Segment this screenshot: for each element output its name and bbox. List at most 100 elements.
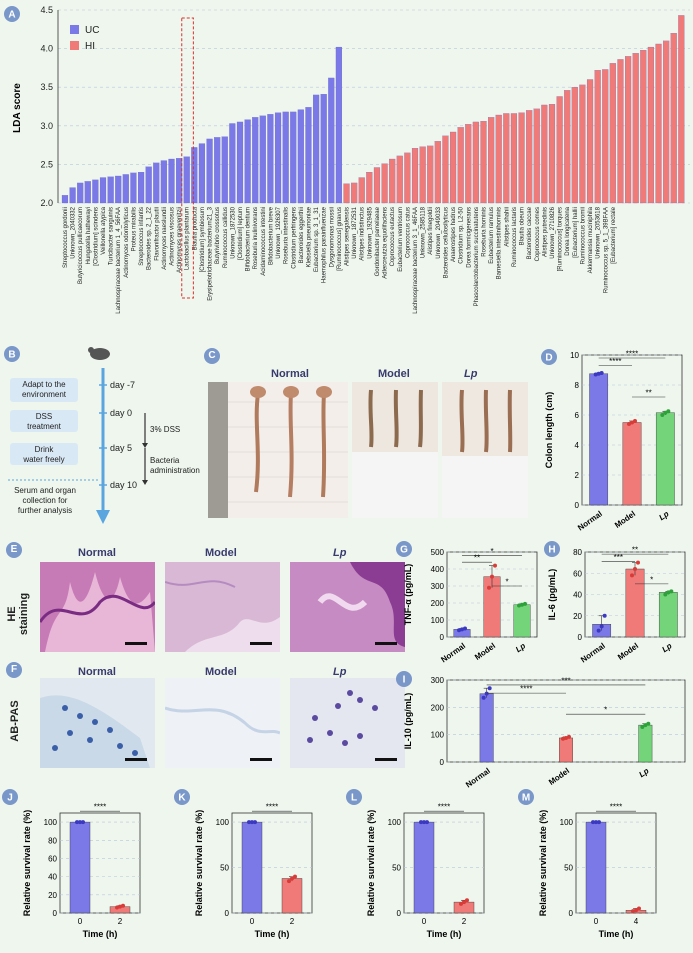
legend-swatch (70, 41, 79, 50)
panel-badge-circle (4, 6, 20, 22)
x-tick-label: Coprococcus comes (535, 207, 541, 261)
y-tick-label: 0 (440, 758, 445, 767)
pas-image-normal (40, 678, 155, 768)
bar (594, 70, 601, 204)
x-tick-label: Lachnospiraceae bacterium 1_4_56FAA (116, 207, 122, 314)
colon-photo-image (208, 382, 528, 518)
x-tick-label: Normal (576, 509, 604, 532)
collection-text: Serum and organ (14, 486, 76, 495)
x-tick-label: 2 (462, 917, 467, 926)
x-tick-label: Bifidobacterium breve (268, 206, 274, 265)
group-label-model: Model (378, 368, 410, 380)
x-tick-label: Alistipes indistinctus (360, 207, 366, 261)
data-point (567, 734, 571, 739)
bar (107, 176, 114, 204)
bar (221, 136, 228, 204)
bar (168, 158, 175, 204)
he-lp-title: Lp (333, 547, 347, 559)
bar (589, 373, 609, 506)
x-tick-label: Clostridium perfringens (291, 207, 297, 269)
x-tick-label: [Eubacterium] hallii (573, 207, 579, 258)
x-tick-label: Alistipes finegoldii (428, 207, 434, 255)
x-tick-label: Model (613, 509, 637, 530)
x-tick-label: Klebsiella pneumoniae (306, 206, 312, 267)
bar (564, 90, 571, 204)
timeline-arrowhead (96, 510, 110, 524)
data-point (599, 371, 604, 375)
data-point (637, 906, 641, 911)
colon-photos: C Normal Model Lp (204, 348, 531, 520)
data-point (646, 721, 651, 726)
bar (647, 46, 654, 204)
lda-score-chart: A 2.0 2.5 3.0 3.5 4.0 4.5 LDA score UC HI Streptoc… (4, 5, 690, 314)
bar (655, 43, 662, 204)
x-tick-label: Unknown_1872530 (230, 206, 236, 258)
x-tick-label: Roseburia hominis (482, 207, 488, 257)
x-tick-label: Ruminococcus lactaris (512, 207, 518, 267)
sig-label: * (490, 547, 493, 556)
sig-label: **** (610, 803, 622, 812)
x-tick-label: Gordonibacter pamelaeae (375, 206, 381, 276)
bar (434, 141, 441, 204)
data-point (634, 908, 638, 913)
histology-panels: E Normal Model Lp HE staining F (0, 540, 405, 710)
x-tick-label: 0 (422, 917, 427, 926)
data-point (593, 372, 598, 377)
bar (548, 104, 556, 204)
data-point (523, 601, 527, 606)
bar (191, 147, 198, 204)
y-tick-label: 10 (570, 351, 579, 360)
x-tick-label: Eubacterium ventriosum (398, 207, 404, 272)
sig-label: **** (520, 685, 532, 694)
bar (442, 135, 449, 204)
bar (351, 182, 358, 204)
data-point (517, 603, 521, 608)
bar (488, 117, 495, 204)
abpas-panels: Normal Model Lp AB-PAS (0, 660, 405, 770)
x-tick-label: [Eubacterium] rectale (611, 206, 617, 263)
bar (115, 175, 122, 204)
dss-arrowhead (142, 443, 148, 448)
data-point (591, 820, 595, 825)
bar (282, 111, 289, 204)
step-text: Adapt to the (22, 380, 66, 389)
bar (585, 821, 607, 914)
panel-badge-circle (544, 541, 560, 557)
bar (479, 693, 494, 763)
x-tick-label: Dysgonomonas mossii (329, 207, 335, 267)
sig-label: ** (646, 389, 652, 398)
mouse-icon (90, 348, 110, 360)
x-tick-label: Lp (657, 509, 670, 522)
he-image-model (165, 562, 280, 652)
bar (160, 160, 167, 204)
x-tick-label: Unknown_1926307 (276, 206, 282, 258)
bar (236, 121, 244, 204)
data-point (602, 613, 607, 618)
panel-label: K (178, 793, 186, 804)
bar (69, 187, 76, 204)
step-text: DSS (36, 412, 52, 421)
x-tick-label: Bacteroides caccae (527, 206, 533, 259)
data-point (636, 560, 640, 565)
bar (99, 177, 107, 204)
sig-label: *** (614, 553, 623, 562)
bar (137, 172, 145, 204)
survival-chart-j: J 0 20 40 60 80 100 Relative survival rate (%) 0… (2, 789, 141, 939)
sig-label: **** (609, 357, 621, 366)
y-tick-label: 100 (431, 731, 445, 740)
panel-badge-circle (2, 789, 18, 805)
pas-image-lp (290, 678, 405, 768)
x-tick-label: Actinomyces graevenitzii (177, 207, 183, 273)
panel-badge-circle (541, 349, 557, 365)
bar (419, 146, 426, 204)
x-tick-label: 0 (250, 917, 255, 926)
survival-chart-k: K 0 50 100 Relative survival rate (%) 0 2 **** T… (174, 789, 313, 939)
pas-image-model (165, 678, 280, 768)
bar (130, 172, 137, 204)
x-tick-label: Bifidobacterium dentium (246, 207, 252, 271)
bar (541, 104, 548, 204)
x-tick-label: Unknown_2585118 (421, 206, 427, 258)
panel-label-c: C (204, 348, 220, 364)
